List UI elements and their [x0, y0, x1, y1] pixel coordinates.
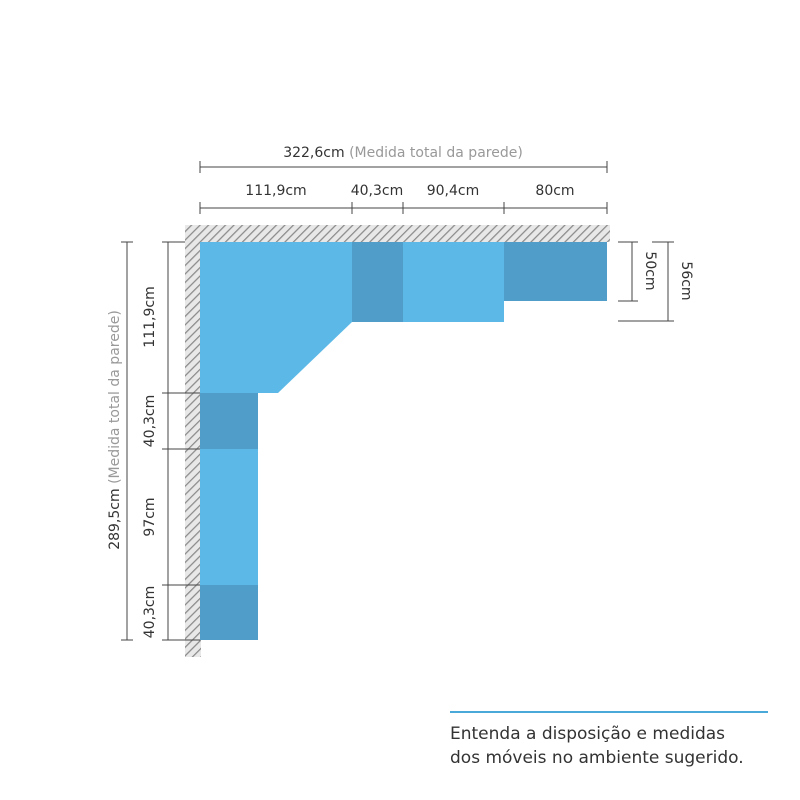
segment-label: 40,3cm	[142, 586, 158, 639]
cabinet	[504, 242, 607, 301]
segment-label: 111,9cm	[142, 286, 158, 347]
cabinet	[200, 585, 258, 640]
segment-label: 97cm	[142, 497, 158, 536]
total-width: 322,6cm (Medida total da parede)	[283, 145, 523, 161]
cabinet	[403, 242, 504, 322]
measure-note: (Medida total da parede)	[349, 145, 523, 161]
cabinet	[200, 449, 258, 585]
dimension-lines	[121, 161, 674, 641]
measure-note: (Medida total da parede)	[107, 310, 123, 484]
wall-top	[185, 225, 610, 242]
wall-left	[185, 225, 201, 657]
segment-label: 90,4cm	[427, 183, 480, 199]
segment-label: 40,3cm	[142, 395, 158, 448]
depth-label: 56cm	[678, 261, 694, 300]
total-height: 289,5cm (Medida total da parede)	[107, 310, 123, 550]
segment-label: 40,3cm	[351, 183, 404, 199]
measure: 289,5cm	[107, 488, 123, 549]
measure: 322,6cm	[283, 145, 344, 161]
cabinet	[200, 393, 258, 449]
depth-label: 50cm	[642, 251, 658, 290]
caption-line: Entenda a disposição e medidas	[450, 724, 725, 744]
cabinet	[352, 242, 403, 322]
segment-label: 111,9cm	[245, 183, 306, 199]
segment-label: 80cm	[535, 183, 574, 199]
caption-line: dos móveis no ambiente sugerido.	[450, 748, 744, 768]
corner-cabinet	[200, 242, 352, 393]
